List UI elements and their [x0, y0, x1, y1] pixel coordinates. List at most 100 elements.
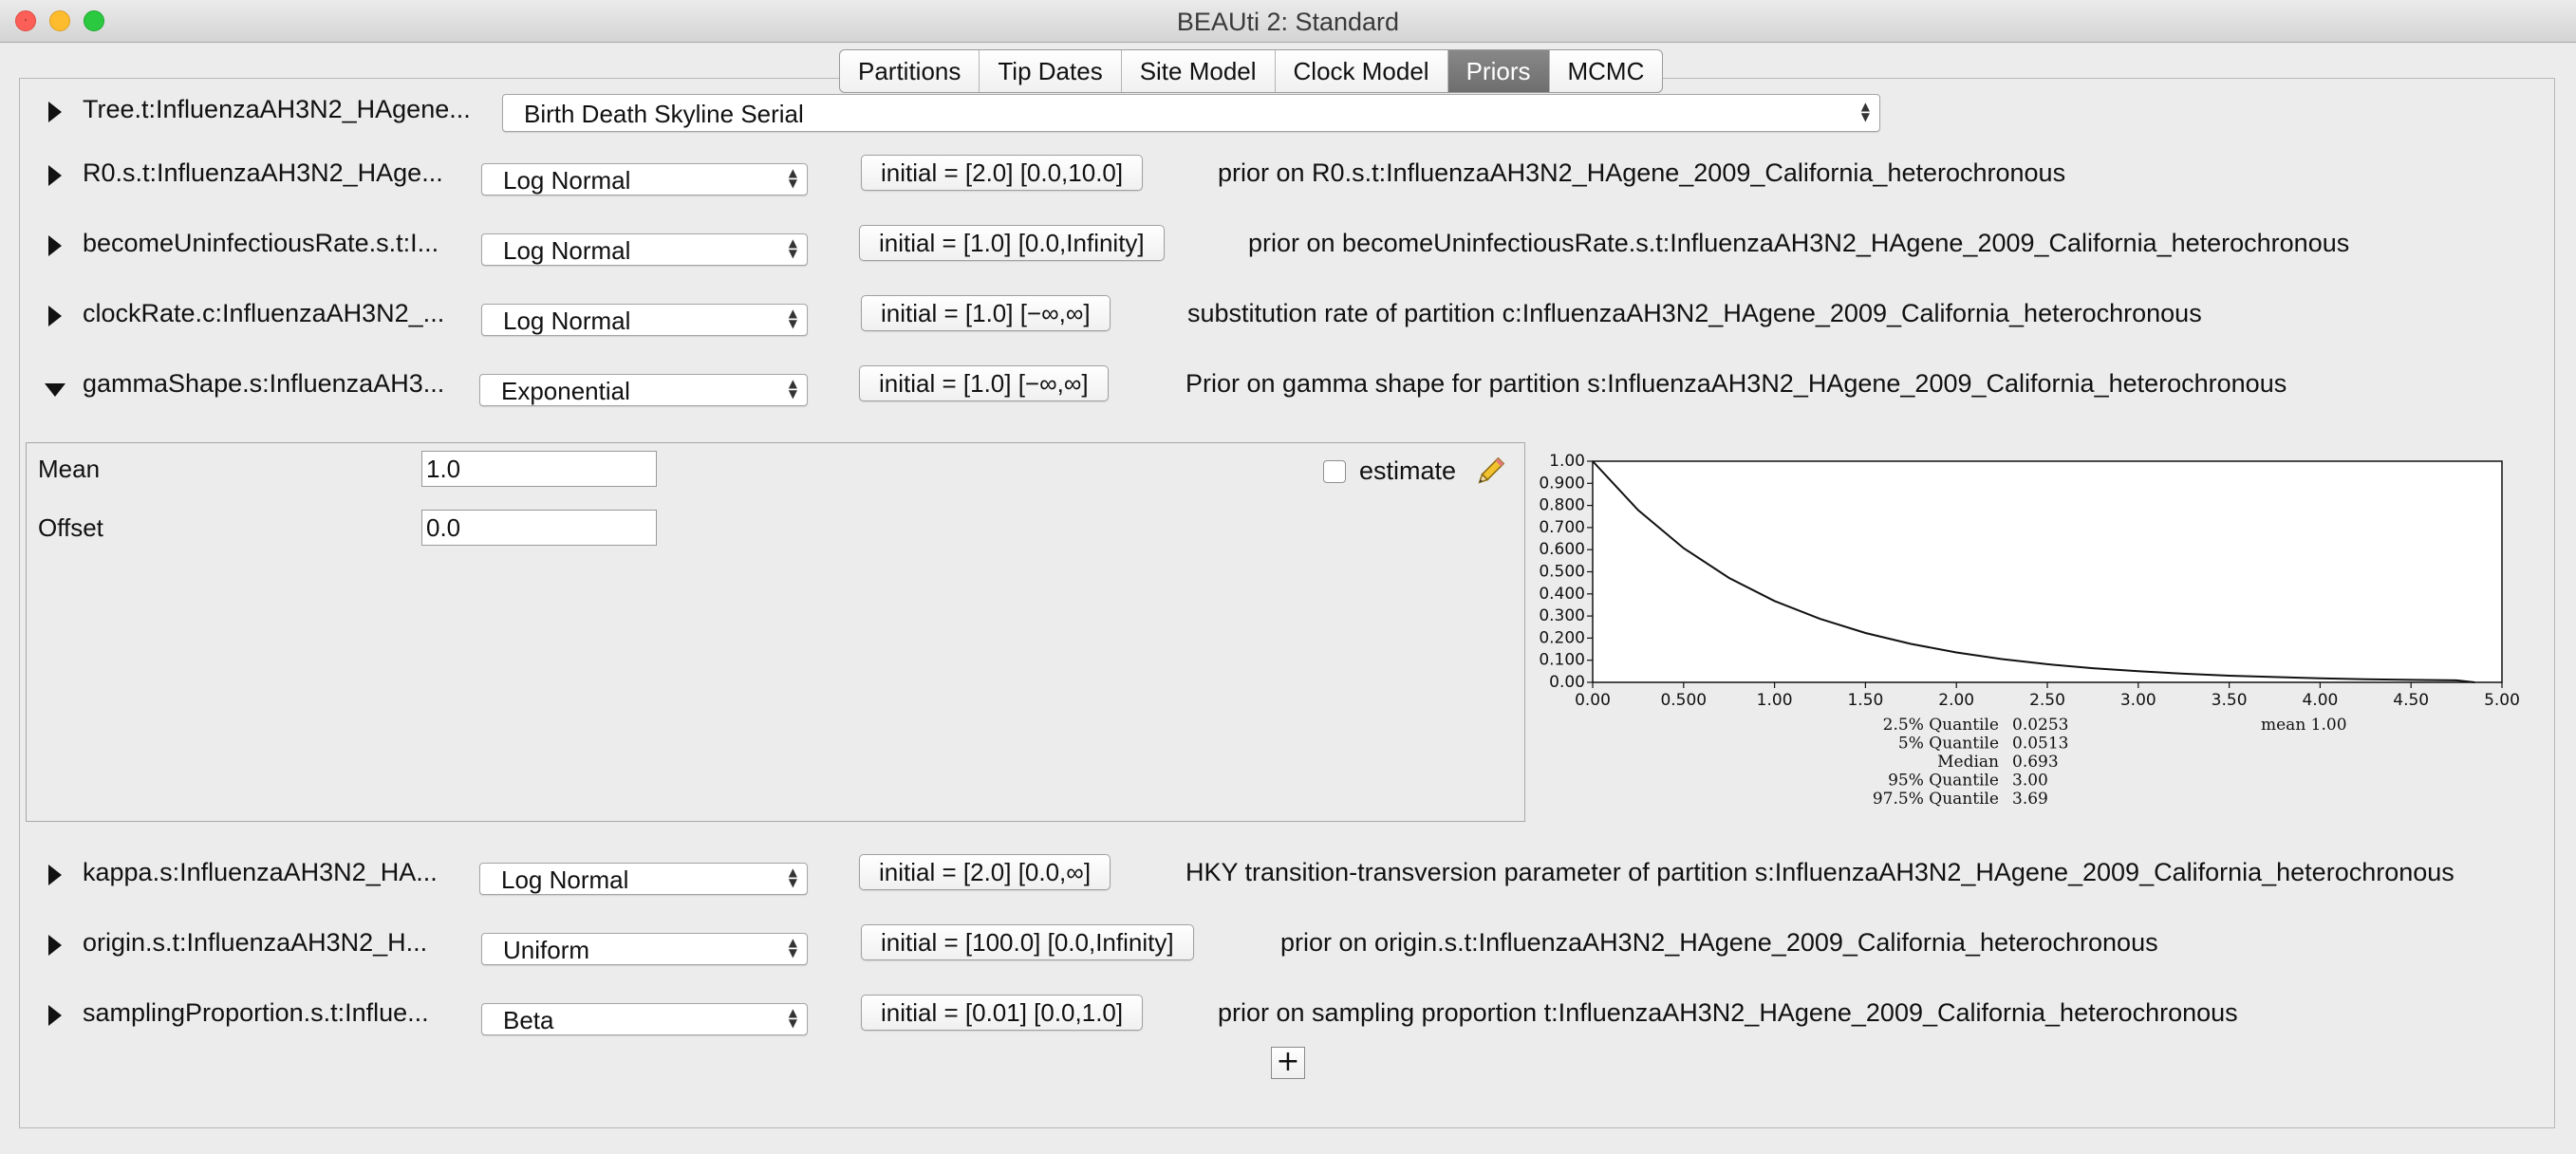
distribution-select[interactable]: Log Normal ▲ ▼: [481, 163, 808, 195]
triangle-right-icon[interactable]: [48, 102, 62, 122]
distribution-select[interactable]: Log Normal ▲ ▼: [479, 863, 808, 895]
distribution-select[interactable]: Uniform ▲ ▼: [481, 933, 808, 965]
updown-arrows-icon: ▲ ▼: [788, 936, 797, 959]
distribution-select[interactable]: Log Normal ▲ ▼: [481, 233, 808, 266]
quantile-value: 0.0513: [2012, 735, 2068, 754]
quantile-value: 3.00: [2012, 772, 2048, 791]
distribution-value: Log Normal: [501, 866, 629, 894]
prior-row-kappa: kappa.s:InfluenzaAH3N2_HA... Log Normal …: [20, 844, 2554, 901]
initial-value-button[interactable]: initial = [1.0] [−∞,∞]: [861, 295, 1111, 331]
y-tick-label: 0.200: [1539, 628, 1585, 647]
title-bar: · BEAUti 2: Standard: [0, 0, 2576, 43]
mean-input[interactable]: 1.0: [421, 451, 657, 487]
distribution-select[interactable]: Exponential ▲ ▼: [479, 374, 808, 406]
tab-clock-model[interactable]: Clock Model: [1276, 50, 1448, 92]
updown-arrows-icon: ▲ ▼: [788, 1006, 797, 1030]
initial-value-button[interactable]: initial = [2.0] [0.0,10.0]: [861, 155, 1144, 191]
x-tick-label: 1.00: [1757, 691, 1793, 710]
tab-partitions[interactable]: Partitions: [840, 50, 980, 92]
quantile-value: 3.69: [2012, 790, 2048, 809]
triangle-right-icon[interactable]: [48, 935, 62, 956]
y-tick-label: 0.600: [1539, 540, 1585, 559]
distribution-select[interactable]: Beta ▲ ▼: [481, 1003, 808, 1035]
initial-value-button[interactable]: initial = [2.0] [0.0,∞]: [859, 854, 1111, 890]
distribution-value: Log Normal: [503, 236, 631, 265]
estimate-label: estimate: [1359, 456, 1457, 485]
distribution-select[interactable]: Log Normal ▲ ▼: [481, 304, 808, 336]
x-tick-label: 2.00: [1938, 691, 1974, 710]
triangle-right-icon[interactable]: [48, 306, 62, 326]
distribution-parameters-panel: Mean 1.0 Offset 0.0 estimate: [26, 442, 1525, 822]
triangle-right-icon[interactable]: [48, 235, 62, 256]
pencil-icon[interactable]: [1473, 455, 1507, 489]
quantile-label: Median: [1937, 753, 1999, 772]
updown-arrows-icon: ▲ ▼: [788, 166, 797, 190]
plot-area: [1592, 460, 2503, 683]
initial-value-button[interactable]: initial = [1.0] [0.0,Infinity]: [859, 225, 1165, 261]
updown-arrows-icon: ▲ ▼: [1860, 100, 1870, 123]
updown-arrows-icon: ▲ ▼: [788, 866, 797, 889]
prior-name: Tree.t:InfluenzaAH3N2_HAgene...: [83, 95, 471, 123]
y-tick-label: 0.400: [1539, 585, 1585, 604]
prior-row-origin: origin.s.t:InfluenzaAH3N2_H... Uniform ▲…: [20, 914, 2554, 971]
quantile-label: 95% Quantile: [1888, 772, 1999, 791]
quantile-label: 97.5% Quantile: [1873, 790, 1999, 809]
prior-description: prior on sampling proportion t:Influenza…: [1218, 998, 2238, 1027]
close-window-button[interactable]: ·: [15, 10, 36, 31]
prior-row-gamma-shape: gammaShape.s:InfluenzaAH3... Exponential…: [20, 355, 2554, 412]
prior-name: R0.s.t:InfluenzaAH3N2_HAge...: [83, 158, 443, 187]
tab-bar: Partitions Tip Dates Site Model Clock Mo…: [839, 49, 1664, 93]
y-tick-label: 0.700: [1539, 518, 1585, 537]
tab-tip-dates[interactable]: Tip Dates: [980, 50, 1122, 92]
prior-description: prior on origin.s.t:InfluenzaAH3N2_HAgen…: [1280, 928, 2158, 957]
prior-description: prior on R0.s.t:InfluenzaAH3N2_HAgene_20…: [1218, 158, 2066, 187]
estimate-checkbox[interactable]: [1323, 460, 1346, 483]
quantile-label: 2.5% Quantile: [1883, 716, 1999, 735]
mean-label: Mean: [38, 455, 101, 483]
quantile-value: 0.693: [2012, 753, 2059, 772]
distribution-value: Exponential: [501, 377, 630, 405]
prior-row-r0: R0.s.t:InfluenzaAH3N2_HAge... Log Normal…: [20, 144, 2554, 201]
x-tick-label: 4.00: [2302, 691, 2338, 710]
prior-name: origin.s.t:InfluenzaAH3N2_H...: [83, 928, 428, 957]
tab-site-model[interactable]: Site Model: [1122, 50, 1276, 92]
x-tick-label: 1.50: [1847, 691, 1883, 710]
x-tick-label: 3.50: [2212, 691, 2248, 710]
density-curve: [1592, 460, 2475, 683]
triangle-down-icon[interactable]: [45, 383, 65, 397]
updown-arrows-icon: ▲ ▼: [788, 377, 797, 400]
initial-value-button[interactable]: initial = [1.0] [−∞,∞]: [859, 365, 1109, 401]
quantile-value: 0.0253: [2012, 716, 2068, 735]
prior-row-sampling-proportion: samplingProportion.s.t:Influe... Beta ▲ ▼…: [20, 984, 2554, 1041]
triangle-right-icon[interactable]: [48, 165, 62, 186]
prior-row-become-uninfectious: becomeUninfectiousRate.s.t:I... Log Norm…: [20, 214, 2554, 271]
triangle-right-icon[interactable]: [48, 1005, 62, 1026]
tab-mcmc[interactable]: MCMC: [1567, 57, 1645, 85]
add-prior-button[interactable]: +: [1271, 1047, 1305, 1079]
prior-name: clockRate.c:InfluenzaAH3N2_...: [83, 299, 445, 327]
prior-name: gammaShape.s:InfluenzaAH3...: [83, 369, 445, 398]
distribution-value: Beta: [503, 1006, 554, 1034]
tree-prior-select[interactable]: Birth Death Skyline Serial ▲ ▼: [502, 94, 1880, 132]
triangle-right-icon[interactable]: [48, 865, 62, 885]
maximize-window-button[interactable]: [84, 10, 104, 31]
prior-name: kappa.s:InfluenzaAH3N2_HA...: [83, 858, 438, 886]
offset-input[interactable]: 0.0: [421, 510, 657, 546]
y-tick-label: 0.800: [1539, 496, 1585, 515]
offset-label: Offset: [38, 513, 103, 542]
mean-text: mean 1.00: [2261, 716, 2347, 735]
initial-value-button[interactable]: initial = [0.01] [0.0,1.0]: [861, 995, 1144, 1031]
x-tick-label: 5.00: [2484, 691, 2520, 710]
prior-description: prior on becomeUninfectiousRate.s.t:Infl…: [1248, 229, 2350, 257]
tab-priors[interactable]: Priors: [1447, 50, 1550, 92]
quantile-label: 5% Quantile: [1898, 735, 1999, 754]
distribution-value: Uniform: [503, 936, 590, 964]
window-title: BEAUti 2: Standard: [1176, 8, 1400, 36]
prior-density-chart: 0.00 0.100 0.200 0.300 0.400 0.500 0.600 0.700 0…: [1539, 452, 2520, 809]
minimize-window-button[interactable]: [49, 10, 70, 31]
prior-description: Prior on gamma shape for partition s:Inf…: [1185, 369, 2287, 398]
initial-value-button[interactable]: initial = [100.0] [0.0,Infinity]: [861, 924, 1194, 960]
x-tick-label: 0.00: [1575, 691, 1611, 710]
y-tick-label: 1.00: [1549, 452, 1585, 471]
